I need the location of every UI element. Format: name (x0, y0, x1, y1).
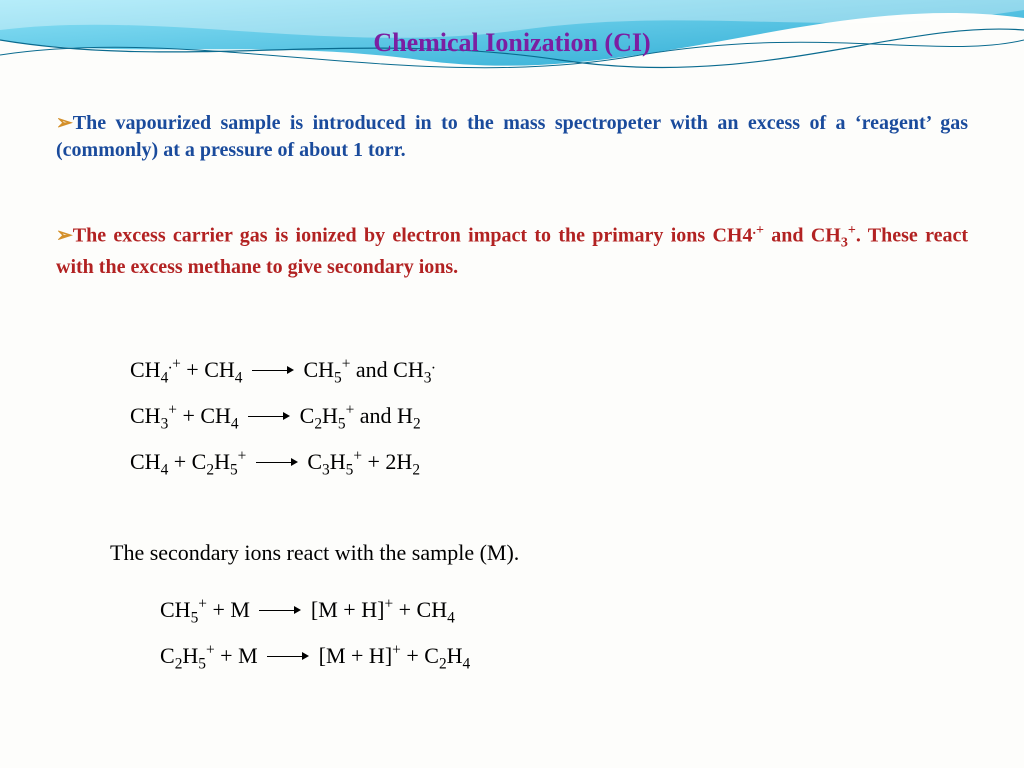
equation-line: CH4 + C2H5+ C3H5+ + 2H2 (130, 442, 435, 484)
equation-lhs: C2H5+ + M (160, 643, 258, 668)
equation-rhs: [M + H]+ + CH4 (305, 597, 454, 622)
paragraph-1: ➢The vapourized sample is introduced in … (56, 110, 968, 164)
bullet-icon: ➢ (56, 112, 73, 134)
arrow-icon (244, 396, 294, 436)
equation-line: CH5+ + M [M + H]+ + CH4 (160, 590, 470, 632)
para2-a: The excess carrier gas is ionized by ele… (73, 225, 753, 247)
bullet-icon: ➢ (56, 225, 73, 247)
arrow-icon (255, 590, 305, 630)
decorative-wave (0, 0, 1024, 120)
para2-sup1: .+ (752, 223, 763, 238)
equation-block-2: CH5+ + M [M + H]+ + CH4C2H5+ + M [M + H]… (160, 590, 470, 682)
secondary-caption: The secondary ions react with the sample… (110, 540, 519, 566)
arrow-icon (248, 350, 298, 390)
equation-line: CH4.+ + CH4 CH5+ and CH3. (130, 350, 435, 392)
equation-rhs: C2H5+ and H2 (294, 403, 421, 428)
para1-text: The vapourized sample is introduced in t… (56, 112, 968, 161)
equation-lhs: CH3+ + CH4 (130, 403, 239, 428)
para2-sup2: + (848, 223, 856, 238)
para2-b: and CH (764, 225, 841, 247)
equation-block-1: CH4.+ + CH4 CH5+ and CH3.CH3+ + CH4 C2H5… (130, 350, 435, 488)
equation-line: CH3+ + CH4 C2H5+ and H2 (130, 396, 435, 438)
equation-lhs: CH4 + C2H5+ (130, 449, 246, 474)
arrow-icon (252, 442, 302, 482)
equation-lhs: CH4.+ + CH4 (130, 357, 242, 382)
paragraph-2: ➢The excess carrier gas is ionized by el… (56, 222, 968, 281)
equation-line: C2H5+ + M [M + H]+ + C2H4 (160, 636, 470, 678)
arrow-icon (263, 636, 313, 676)
equation-rhs: [M + H]+ + C2H4 (313, 643, 470, 668)
para2-sub1: 3 (841, 236, 848, 251)
equation-rhs: CH5+ and CH3. (298, 357, 435, 382)
equation-lhs: CH5+ + M (160, 597, 250, 622)
equation-rhs: C3H5+ + 2H2 (302, 449, 420, 474)
slide-title: Chemical Ionization (CI) (0, 28, 1024, 58)
